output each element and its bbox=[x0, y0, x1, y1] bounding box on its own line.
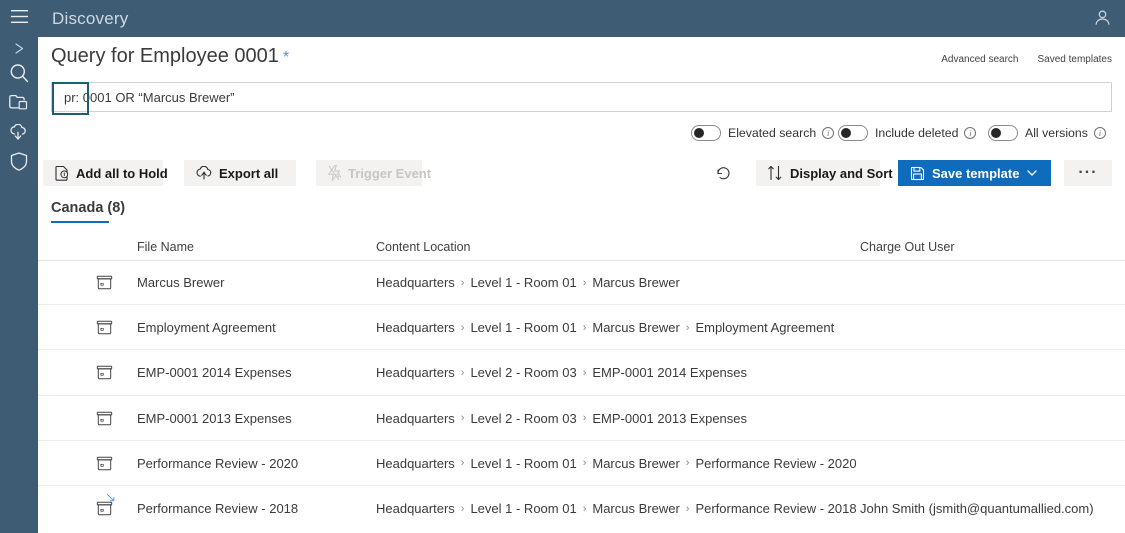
svg-text:A: A bbox=[337, 174, 341, 180]
